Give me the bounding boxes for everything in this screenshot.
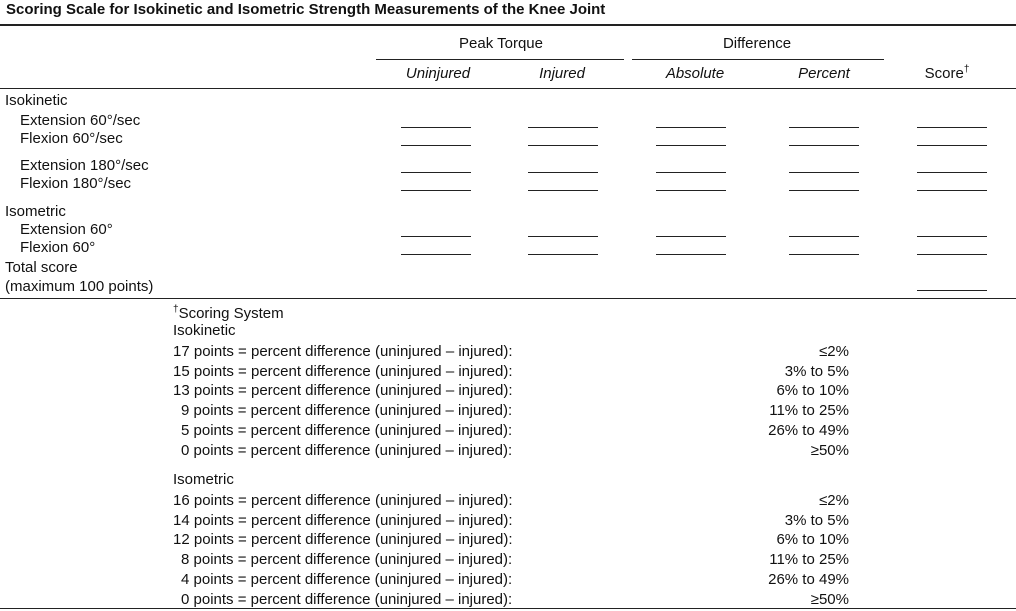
range-text: ≤2%: [819, 492, 849, 509]
range-text: 26% to 49%: [768, 570, 849, 588]
points-text: 14 points = percent difference (uninjure…: [173, 511, 513, 529]
points-text: 8 points = percent difference (uninjured…: [181, 551, 513, 569]
column-header: Score†: [797, 65, 1016, 83]
title-rule: [0, 24, 1016, 26]
blank-line: [917, 254, 987, 255]
range-text: 3% to 5%: [784, 362, 849, 380]
blank-line: [528, 172, 598, 173]
blank-line: [528, 236, 598, 237]
blank-line: [528, 190, 598, 191]
range-text: 11% to 25%: [769, 402, 849, 420]
row-label: Extension 60°: [20, 221, 113, 238]
column-header-text: Score: [924, 65, 964, 82]
points-text: 16 points = percent difference (uninjure…: [173, 492, 513, 509]
blank-line: [917, 190, 987, 191]
points-text: 0 points = percent difference (uninjured…: [181, 590, 513, 608]
group-rule: [632, 59, 884, 60]
points-text: 4 points = percent difference (uninjured…: [181, 570, 513, 588]
range-text: ≥50%: [810, 441, 849, 459]
section-label: Isometric: [173, 471, 234, 488]
column-header: Injured: [539, 65, 585, 82]
blank-line: [528, 145, 598, 146]
group-rule: [376, 59, 624, 60]
blank-line: [656, 236, 726, 237]
group-header: Peak Torque: [459, 35, 543, 52]
blank-line: [401, 127, 471, 128]
blank-line: [789, 236, 859, 237]
blank-line: [789, 190, 859, 191]
points-text: 5 points = percent difference (uninjured…: [181, 421, 513, 439]
group-label: Isokinetic: [5, 92, 68, 109]
points-text: 15 points = percent difference (uninjure…: [173, 362, 513, 380]
points-text: 13 points = percent difference (uninjure…: [173, 382, 513, 400]
footnote-title: †Scoring System: [173, 305, 284, 323]
points-text: 17 points = percent difference (uninjure…: [173, 343, 513, 360]
range-text: 3% to 5%: [784, 511, 849, 529]
footnote-title-text: Scoring System: [178, 305, 284, 322]
blank-line: [917, 236, 987, 237]
footnote-mark: †: [963, 64, 970, 75]
blank-line: [789, 145, 859, 146]
blank-line: [789, 254, 859, 255]
blank-line: [656, 254, 726, 255]
section-label: Isokinetic: [173, 322, 236, 339]
row-label: Flexion 60°/sec: [20, 130, 123, 147]
group-header: Difference: [722, 35, 792, 52]
group-label: Isometric: [5, 203, 66, 220]
blank-line: [656, 127, 726, 128]
blank-line: [401, 236, 471, 237]
body-rule: [0, 298, 1016, 299]
blank-line: [528, 127, 598, 128]
blank-line: [789, 172, 859, 173]
points-text: 0 points = percent difference (uninjured…: [181, 441, 513, 459]
blank-line: [401, 190, 471, 191]
points-text: 12 points = percent difference (uninjure…: [173, 531, 513, 549]
row-label: Extension 60°/sec: [20, 112, 141, 129]
bottom-rule: [0, 608, 1016, 609]
footnote-mark: †: [173, 304, 179, 315]
table-title: Scoring Scale for Isokinetic and Isometr…: [6, 1, 606, 18]
blank-line: [917, 127, 987, 128]
total-note: (maximum 100 points): [5, 278, 154, 295]
blank-line: [401, 172, 471, 173]
range-text: 26% to 49%: [768, 421, 849, 439]
blank-line: [528, 254, 598, 255]
blank-line: [917, 172, 987, 173]
points-text: 9 points = percent difference (uninjured…: [181, 402, 513, 420]
range-text: ≥50%: [810, 590, 849, 608]
row-label: Extension 180°/sec: [20, 157, 149, 174]
row-label: Flexion 60°: [20, 239, 96, 256]
range-text: 11% to 25%: [769, 551, 849, 569]
blank-line: [917, 145, 987, 146]
blank-line: [789, 127, 859, 128]
column-header: Uninjured: [405, 65, 471, 82]
row-label: Flexion 180°/sec: [20, 175, 132, 192]
range-text: 6% to 10%: [776, 531, 849, 549]
header-rule: [0, 88, 1016, 89]
blank-line: [656, 172, 726, 173]
blank-line: [401, 145, 471, 146]
total-label: Total score: [5, 259, 78, 276]
column-header: Absolute: [665, 65, 725, 82]
blank-line: [656, 145, 726, 146]
range-text: ≤2%: [819, 343, 849, 360]
blank-line: [917, 290, 987, 291]
blank-line: [656, 190, 726, 191]
range-text: 6% to 10%: [776, 382, 849, 400]
column-header: Percent: [798, 65, 850, 82]
blank-line: [401, 254, 471, 255]
